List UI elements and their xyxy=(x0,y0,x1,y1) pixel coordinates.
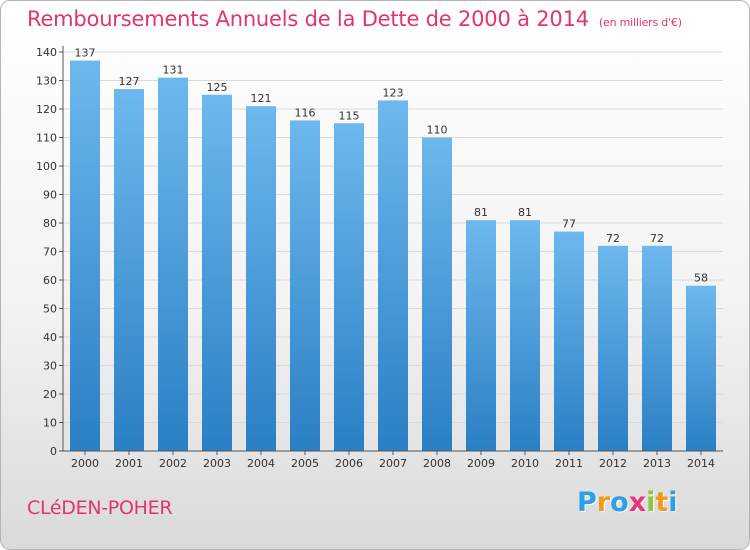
y-tick-label-10: 10 xyxy=(43,417,57,430)
logo-letter: x xyxy=(628,487,647,518)
logo-letter: r xyxy=(596,487,611,518)
value-label-2013: 72 xyxy=(650,232,664,245)
value-label-2006: 115 xyxy=(339,109,360,122)
y-tick-label-70: 70 xyxy=(43,246,57,259)
logo-letter: i xyxy=(668,487,678,518)
value-label-2001: 127 xyxy=(119,75,140,88)
bar-2002 xyxy=(158,77,188,452)
x-tick-label-2002: 2002 xyxy=(159,457,187,470)
value-label-2007: 123 xyxy=(383,86,404,99)
value-label-2012: 72 xyxy=(606,232,620,245)
bar-2012 xyxy=(598,245,628,451)
bar-2014 xyxy=(686,285,716,451)
bar-2005 xyxy=(290,120,320,452)
bar-2004 xyxy=(246,106,276,452)
bar-2008 xyxy=(422,137,452,451)
logo-letter: i xyxy=(646,487,656,518)
proxiti-logo[interactable]: Proxiti xyxy=(577,487,678,518)
y-tick-label-110: 110 xyxy=(36,132,57,145)
y-tick-label-20: 20 xyxy=(43,388,57,401)
y-tick-label-0: 0 xyxy=(50,445,57,458)
value-label-2010: 81 xyxy=(518,206,532,219)
value-label-2000: 137 xyxy=(75,47,96,60)
city-name: CLéDEN-POHER xyxy=(27,497,173,519)
x-tick-label-2010: 2010 xyxy=(511,457,539,470)
y-tick-label-90: 90 xyxy=(43,189,57,202)
x-tick-label-2007: 2007 xyxy=(379,457,407,470)
value-label-2003: 125 xyxy=(207,81,228,94)
chart-subtitle: (en milliers d'€) xyxy=(598,16,682,29)
x-tick-label-2012: 2012 xyxy=(599,457,627,470)
chart-title-text: Remboursements Annuels de la Dette de 20… xyxy=(27,7,589,31)
x-tick-label-2003: 2003 xyxy=(203,457,231,470)
chart-title: Remboursements Annuels de la Dette de 20… xyxy=(27,7,682,31)
y-tick-label-30: 30 xyxy=(43,360,57,373)
x-tick-label-2014: 2014 xyxy=(687,457,715,470)
bar-2006 xyxy=(334,123,364,451)
bar-2009 xyxy=(466,220,496,451)
labels: 0 10 20 30 40 50 60 70 80 90 100 110 120 130 140 137 200… xyxy=(36,46,715,470)
y-tick-label-60: 60 xyxy=(43,274,57,287)
bar-2013 xyxy=(642,245,672,451)
axes xyxy=(59,46,723,455)
value-label-2014: 58 xyxy=(694,272,708,285)
bar-2007 xyxy=(378,100,408,451)
x-tick-label-2000: 2000 xyxy=(71,457,99,470)
x-tick-label-2004: 2004 xyxy=(247,457,275,470)
x-tick-label-2013: 2013 xyxy=(643,457,671,470)
value-label-2002: 131 xyxy=(163,64,184,77)
x-tick-label-2009: 2009 xyxy=(467,457,495,470)
y-tick-label-130: 130 xyxy=(36,75,57,88)
y-tick-label-40: 40 xyxy=(43,331,57,344)
y-tick-label-120: 120 xyxy=(36,103,57,116)
x-tick-label-2008: 2008 xyxy=(423,457,451,470)
value-label-2008: 110 xyxy=(427,124,448,137)
logo-letter: t xyxy=(655,487,669,518)
x-tick-label-2006: 2006 xyxy=(335,457,363,470)
bars xyxy=(70,60,716,452)
y-tick-label-140: 140 xyxy=(36,46,57,59)
value-label-2009: 81 xyxy=(474,206,488,219)
value-label-2005: 116 xyxy=(295,106,316,119)
y-tick-label-80: 80 xyxy=(43,217,57,230)
x-tick-label-2001: 2001 xyxy=(115,457,143,470)
bar-2010 xyxy=(510,220,540,451)
value-label-2011: 77 xyxy=(562,218,576,231)
bar-2000 xyxy=(70,60,100,452)
x-tick-label-2005: 2005 xyxy=(291,457,319,470)
bar-2001 xyxy=(114,89,144,452)
logo-letter: P xyxy=(577,487,597,518)
value-label-2004: 121 xyxy=(251,92,272,105)
y-tick-label-50: 50 xyxy=(43,303,57,316)
x-tick-label-2011: 2011 xyxy=(555,457,583,470)
y-tick-label-100: 100 xyxy=(36,160,57,173)
logo-letter: o xyxy=(610,487,629,518)
bar-2003 xyxy=(202,94,232,451)
bar-2011 xyxy=(554,231,584,451)
